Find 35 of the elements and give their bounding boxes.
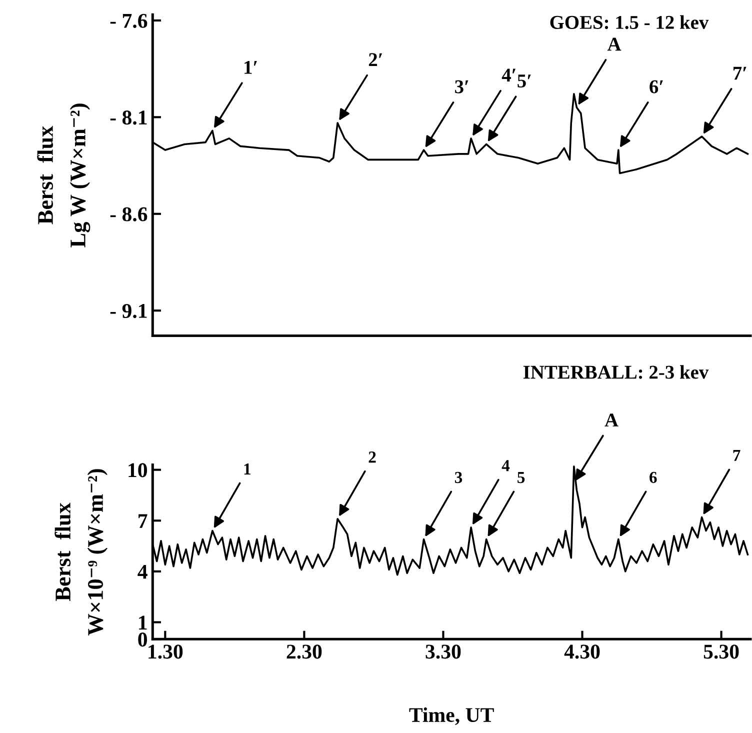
- annotation: A: [607, 38, 622, 51]
- x-tick-label: 2.30: [286, 644, 322, 659]
- y-tick-label: 4: [138, 564, 148, 579]
- y-tick-label: 0: [138, 632, 147, 647]
- x-tick-label: 4.30: [564, 644, 600, 659]
- chart-title: INTERBALL: 2-3 kev: [523, 365, 709, 379]
- annotation: A: [604, 414, 618, 426]
- y-tick-label: 7: [138, 514, 148, 528]
- annotation: 6: [650, 472, 657, 484]
- annotation: 3′: [455, 80, 468, 94]
- annotation: 4′: [502, 68, 516, 82]
- annotation: 6′: [650, 80, 663, 94]
- y-tick-label: - 7.6: [110, 14, 148, 28]
- annotation: 5: [518, 472, 525, 484]
- annotation: 7′: [734, 66, 746, 80]
- annotation: 3: [454, 472, 462, 484]
- x-tick-label: 1.30: [148, 644, 183, 659]
- y-tick-label: - 8.6: [110, 207, 148, 222]
- y-tick-label: 1: [139, 616, 147, 630]
- y-tick-label: 10: [128, 463, 147, 478]
- x-tick-label: 3.30: [426, 644, 461, 659]
- y-axis-title: Berst flux Lg W (W×m⁻²): [37, 104, 90, 248]
- y-axis-title: Berst flux W×10⁻⁹ (W×m⁻²): [54, 469, 108, 636]
- annotation: 1′: [244, 60, 257, 74]
- y-tick-label: - 8.1: [110, 110, 147, 125]
- x-axis-title: Time, UT: [409, 707, 494, 726]
- x-tick-label: 5.30: [704, 644, 739, 659]
- annotation: 5′: [518, 74, 531, 88]
- annotation: 4: [502, 460, 510, 472]
- annotation: 2: [368, 452, 376, 463]
- y-tick-label: - 9.1: [110, 304, 147, 318]
- annotation: 7: [733, 450, 740, 461]
- annotation: 2′: [368, 53, 382, 66]
- annotation: 1: [244, 463, 250, 474]
- chart-title: GOES: 1.5 - 12 kev: [550, 15, 709, 30]
